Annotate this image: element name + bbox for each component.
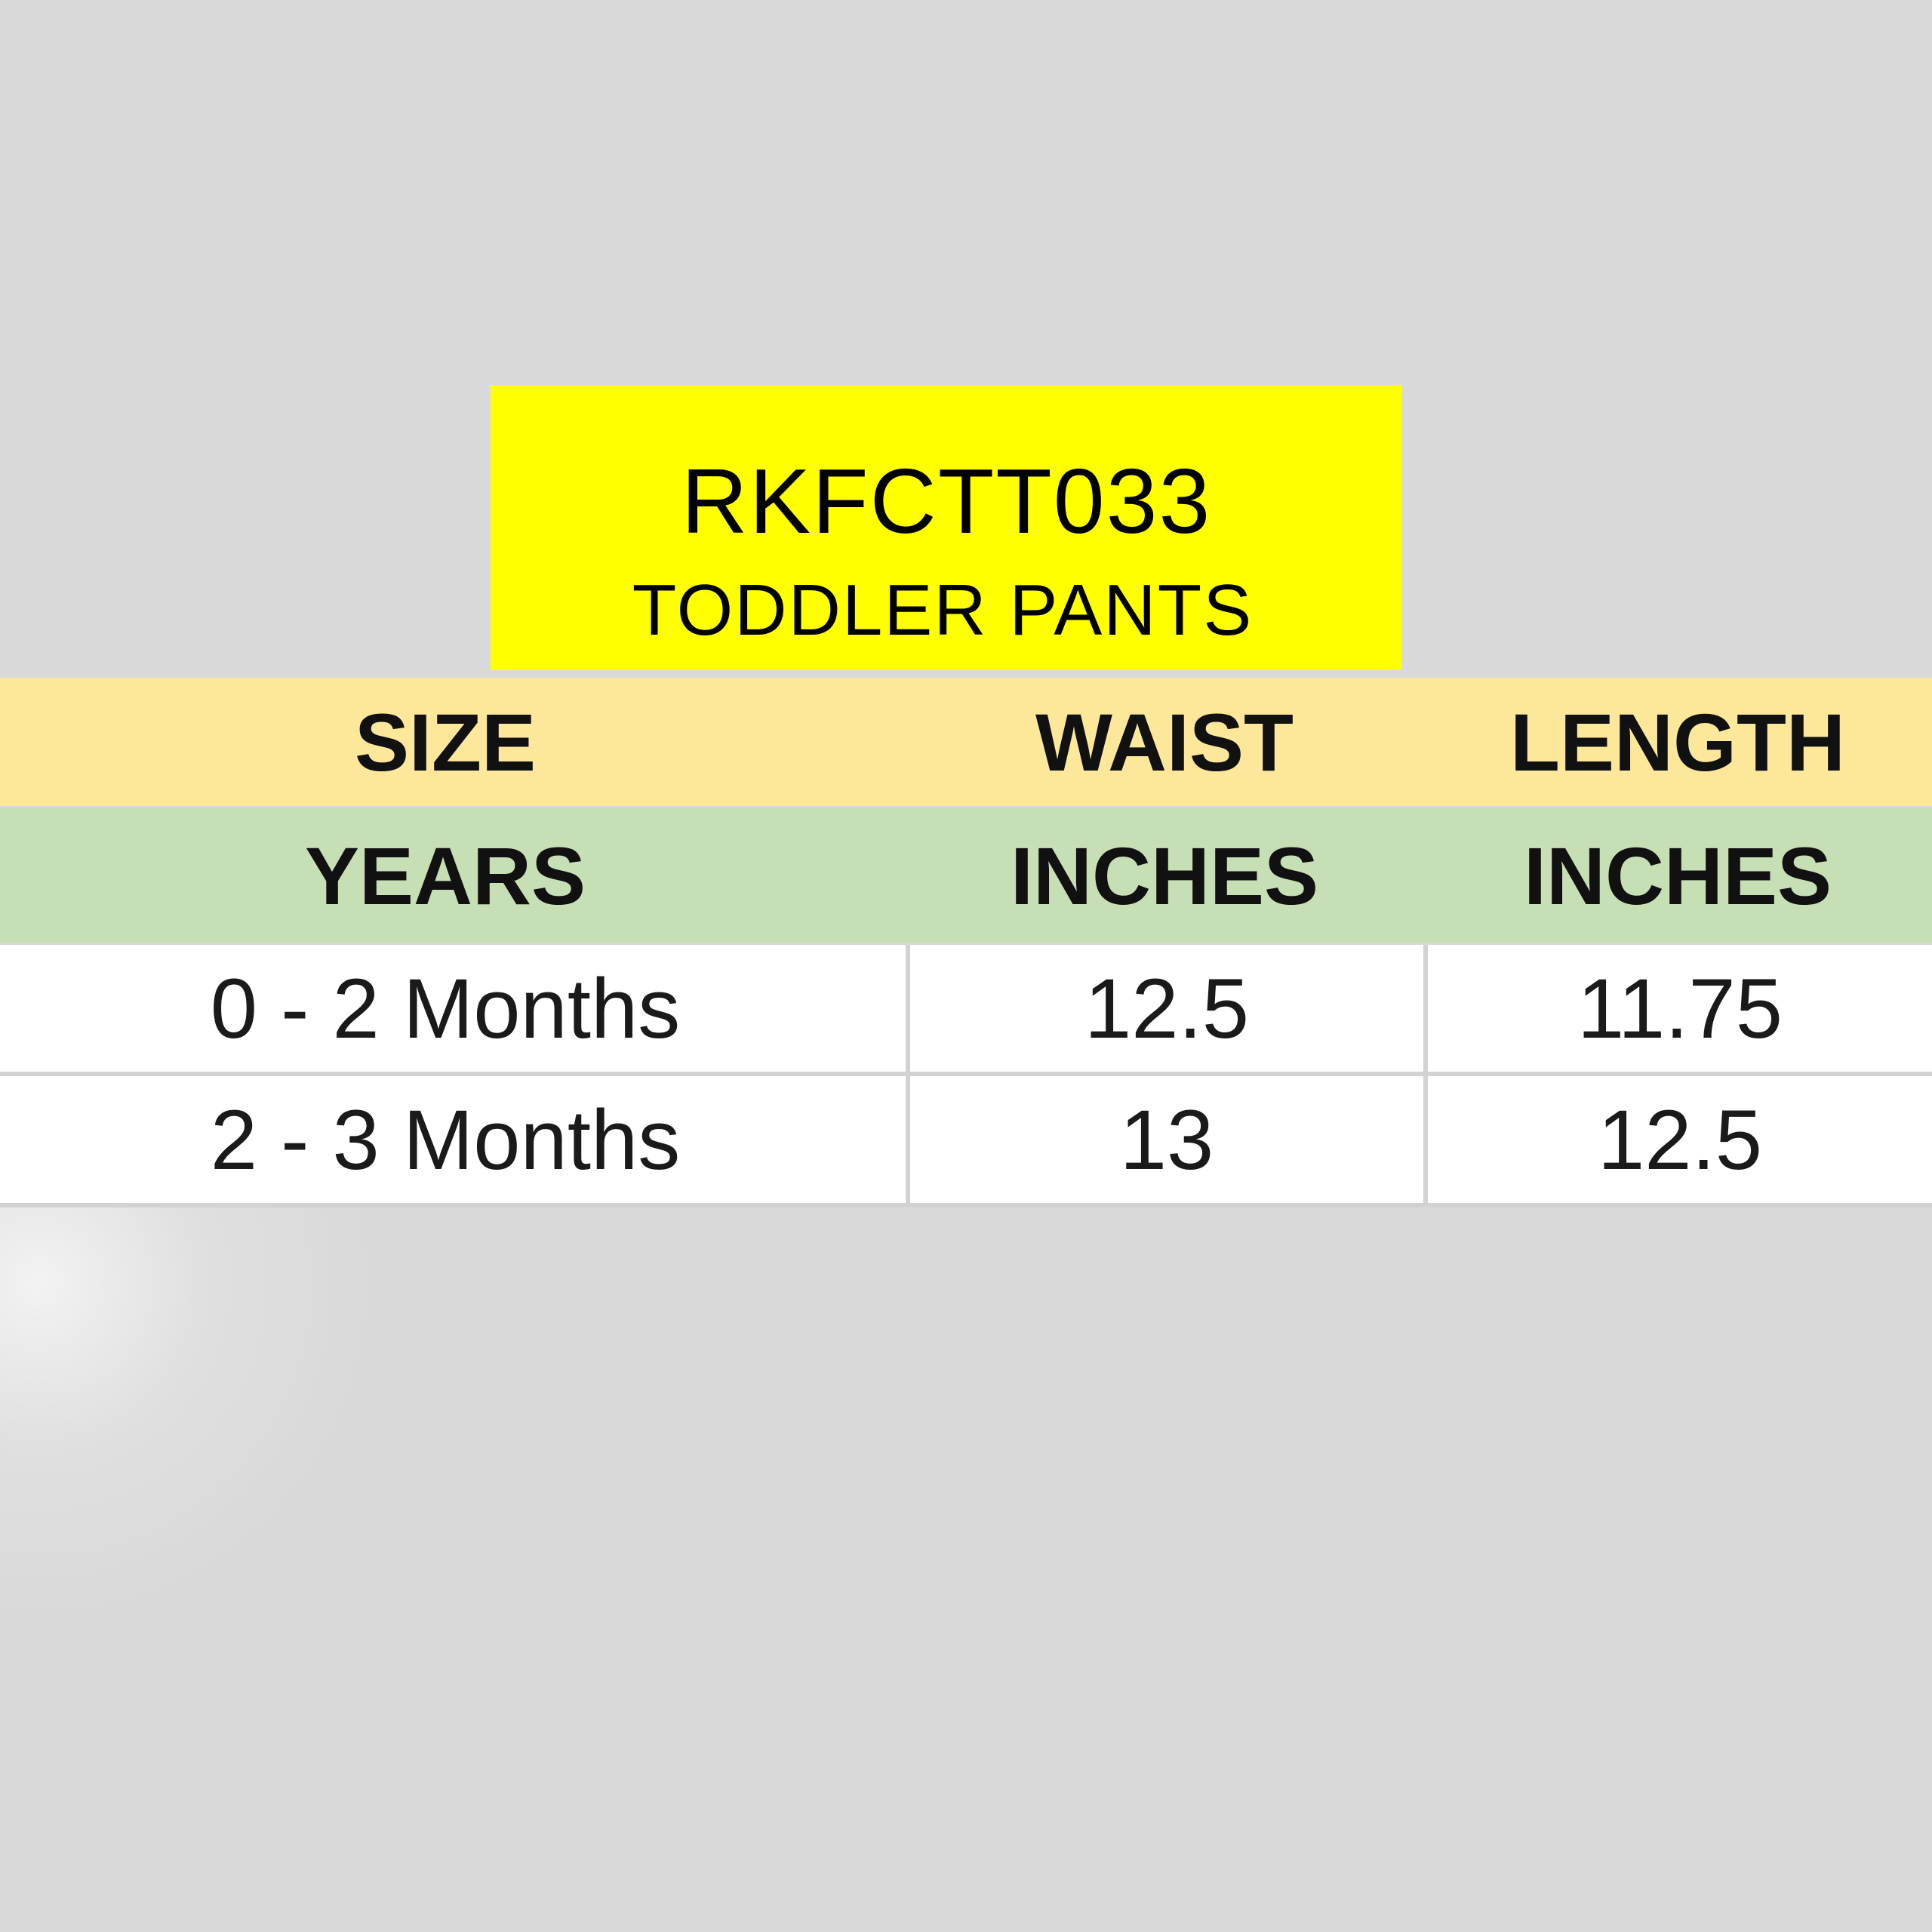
length-cell: 11.75	[1423, 945, 1932, 1072]
table-row: 2 - 3 Months 13 12.5	[0, 1072, 1932, 1208]
waist-cell: 13	[906, 1076, 1423, 1203]
product-code: RKFCTT033	[681, 450, 1212, 552]
units-row: YEARS INCHES INCHES	[0, 808, 1932, 943]
header-waist: WAIST	[1035, 696, 1294, 788]
length-cell: 12.5	[1423, 1076, 1932, 1203]
waist-cell: 12.5	[906, 945, 1423, 1072]
unit-size: YEARS	[304, 829, 586, 921]
header-size: SIZE	[354, 696, 537, 788]
table-row: 0 - 2 Months 12.5 11.75	[0, 945, 1932, 1072]
size-cell: 0 - 2 Months	[210, 961, 681, 1056]
header-length: LENGTH	[1510, 696, 1845, 788]
unit-length: INCHES	[1523, 829, 1832, 921]
size-cell: 2 - 3 Months	[210, 1092, 681, 1187]
size-chart-table: SIZE WAIST LENGTH YEARS INCHES INCHES 0 …	[0, 678, 1932, 1208]
title-box: RKFCTT033 TODDLER PANTS	[491, 385, 1402, 670]
header-row: SIZE WAIST LENGTH	[0, 678, 1932, 806]
product-name: TODDLER PANTS	[632, 570, 1254, 651]
unit-waist: INCHES	[1010, 829, 1319, 921]
